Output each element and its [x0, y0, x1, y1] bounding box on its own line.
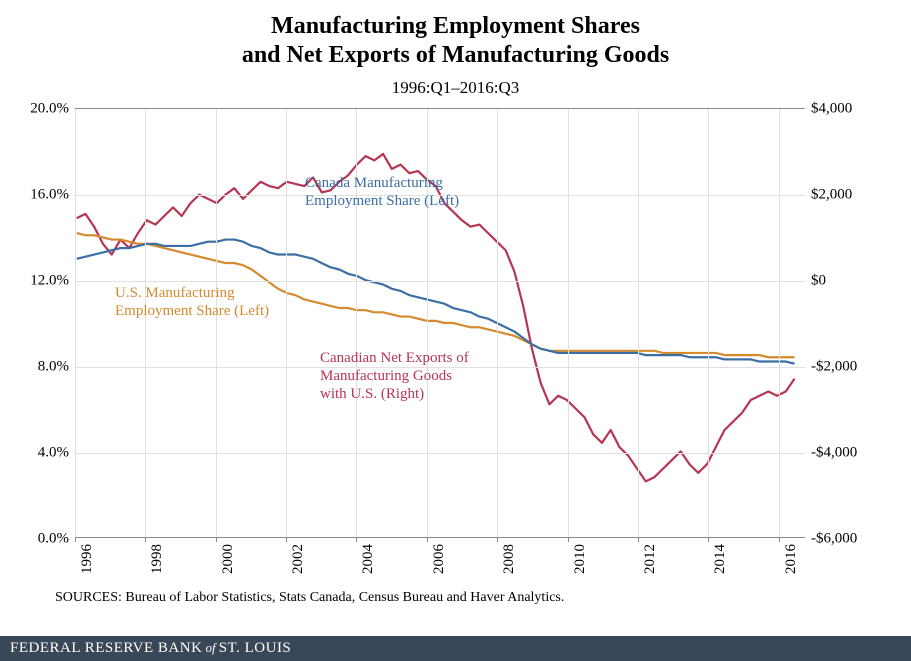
x-tick-mark [708, 537, 709, 542]
y-left-tick-label: 16.0% [30, 187, 75, 204]
x-tick-mark [356, 537, 357, 542]
x-tick-mark [216, 537, 217, 542]
gridline-v [75, 109, 76, 537]
footer-bank: FEDERAL RESERVE BANK [10, 640, 202, 656]
y-left-tick-label: 8.0% [38, 359, 75, 376]
x-tick-mark [145, 537, 146, 542]
x-tick-mark [638, 537, 639, 542]
title-line1: Manufacturing Employment Shares [271, 13, 640, 39]
gridline-v [779, 109, 780, 537]
gridline-v [145, 109, 146, 537]
gridline-v [568, 109, 569, 537]
y-left-tick-label: 12.0% [30, 273, 75, 290]
gridline-h [75, 281, 805, 282]
x-tick-mark [779, 537, 780, 542]
title-line2: and Net Exports of Manufacturing Goods [242, 42, 669, 68]
x-tick-label: 2014 [708, 544, 729, 574]
x-tick-mark [427, 537, 428, 542]
chart-container: Manufacturing Employment Shares and Net … [0, 0, 911, 661]
chart-title: Manufacturing Employment Shares and Net … [0, 12, 911, 70]
chart-subtitle: 1996:Q1–2016:Q3 [0, 78, 911, 98]
y-left-tick-label: 4.0% [38, 445, 75, 462]
sources-text: SOURCES: Bureau of Labor Statistics, Sta… [55, 590, 564, 606]
footer-of: of [202, 641, 218, 655]
x-tick-mark [75, 537, 76, 542]
x-tick-mark [568, 537, 569, 542]
plot-area: 0.0%4.0%8.0%12.0%16.0%20.0%-$6,000-$4,00… [75, 108, 805, 538]
y-right-tick-label: -$6,000 [805, 531, 857, 548]
series-label-canada-share: Canada ManufacturingEmployment Share (Le… [305, 174, 459, 210]
gridline-v [216, 109, 217, 537]
gridline-v [638, 109, 639, 537]
footer-bar: FEDERAL RESERVE BANK of ST. LOUIS [0, 636, 911, 661]
x-tick-label: 2006 [427, 544, 448, 574]
footer-city: ST. LOUIS [219, 640, 292, 656]
x-tick-label: 2010 [568, 544, 589, 574]
y-right-tick-label: -$4,000 [805, 445, 857, 462]
x-tick-mark [286, 537, 287, 542]
series-label-net-exports: Canadian Net Exports ofManufacturing Goo… [320, 349, 469, 403]
y-left-tick-label: 20.0% [30, 101, 75, 118]
x-tick-label: 2000 [216, 544, 237, 574]
series-label-us-share: U.S. ManufacturingEmployment Share (Left… [115, 284, 269, 320]
y-right-tick-label: $0 [805, 273, 826, 290]
x-tick-label: 2004 [356, 544, 377, 574]
y-right-tick-label: -$2,000 [805, 359, 857, 376]
gridline-v [286, 109, 287, 537]
x-tick-mark [497, 537, 498, 542]
x-tick-label: 2002 [286, 544, 307, 574]
x-tick-label: 1998 [145, 544, 166, 574]
gridline-v [708, 109, 709, 537]
x-tick-label: 1996 [75, 544, 96, 574]
x-tick-label: 2012 [638, 544, 659, 574]
x-tick-label: 2008 [497, 544, 518, 574]
y-left-tick-label: 0.0% [38, 531, 75, 548]
gridline-h [75, 453, 805, 454]
x-tick-label: 2016 [779, 544, 800, 574]
gridline-v [497, 109, 498, 537]
y-right-tick-label: $2,000 [805, 187, 852, 204]
y-right-tick-label: $4,000 [805, 101, 852, 118]
